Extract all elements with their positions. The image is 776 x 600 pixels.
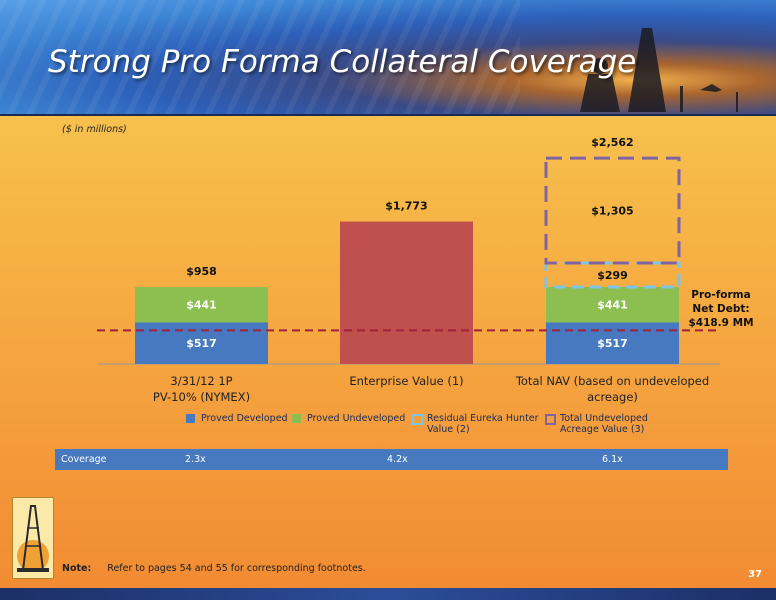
bar-enterprise-value bbox=[340, 221, 473, 364]
derrick-logo-icon bbox=[13, 498, 53, 578]
category-label: Enterprise Value (1) bbox=[332, 373, 482, 389]
legend-label-line: Acreage Value (3) bbox=[560, 424, 645, 435]
legend-swatch bbox=[545, 414, 556, 425]
total-label-enterprise-value: $1,773 bbox=[385, 200, 427, 213]
bar-proved-undeveloped bbox=[135, 287, 268, 323]
total-label-nav: $2,562 bbox=[591, 136, 633, 149]
net-debt-label: Pro-forma Net Debt: $418.9 MM bbox=[684, 288, 758, 330]
bottom-frame bbox=[0, 588, 776, 600]
coverage-label: Coverage bbox=[61, 454, 107, 465]
bar-residual-eureka-hunter bbox=[544, 261, 681, 289]
legend-label: Proved Undeveloped bbox=[307, 413, 405, 424]
net-debt-label-line: Net Debt: bbox=[692, 303, 750, 315]
bar-undeveloped-acreage bbox=[544, 156, 681, 265]
coverage-row: Coverage 2.3x 4.2x 6.1x bbox=[55, 449, 728, 470]
legend-label-line: Total Undeveloped bbox=[560, 413, 648, 424]
legend-label-line: Proved Developed bbox=[201, 413, 288, 424]
legend-swatch bbox=[186, 414, 195, 423]
category-label: Total NAV (based on undeveloped acreage) bbox=[513, 373, 713, 405]
category-label-line: Enterprise Value (1) bbox=[349, 374, 464, 388]
data-label-undeveloped-acreage: $1,305 bbox=[591, 205, 633, 218]
data-label-proved-undeveloped: $441 bbox=[597, 299, 628, 312]
category-label-line: PV-10% (NYMEX) bbox=[152, 390, 251, 404]
data-label-eureka-hunter: $299 bbox=[597, 269, 628, 282]
coverage-value-1p: 2.3x bbox=[185, 454, 206, 465]
chart-legend: Proved Developed Proved Undeveloped Residu… bbox=[0, 410, 776, 444]
page-title: Strong Pro Forma Collateral Coverage bbox=[48, 44, 637, 80]
header-banner: Strong Pro Forma Collateral Coverage bbox=[0, 0, 776, 116]
bar-proved-undeveloped bbox=[546, 287, 679, 323]
oil-derrick-silhouette-icon bbox=[580, 28, 738, 112]
coverage-value-nav: 6.1x bbox=[602, 454, 623, 465]
legend-label: Residual Eureka Hunter Value (2) bbox=[427, 413, 539, 435]
page-number: 37 bbox=[748, 569, 762, 580]
legend-label-line: Value (2) bbox=[427, 424, 470, 435]
data-label-proved-undeveloped: $441 bbox=[186, 299, 217, 312]
category-label-line: 3/31/12 1P bbox=[170, 374, 233, 388]
category-label-line: acreage) bbox=[587, 390, 638, 404]
header-decoration bbox=[0, 0, 520, 114]
total-label-pv10: $958 bbox=[186, 265, 217, 278]
collateral-coverage-chart: $517 $441 $517 $441 $1,773 $958 $299 $1,305 $2,5… bbox=[97, 136, 720, 365]
category-label: 3/31/12 1P PV-10% (NYMEX) bbox=[127, 373, 277, 405]
coverage-value-ev: 4.2x bbox=[387, 454, 408, 465]
legend-label-line: Proved Undeveloped bbox=[307, 413, 406, 424]
category-label-line: Total NAV (based on undeveloped bbox=[515, 374, 710, 388]
footnote: Note: Refer to pages 54 and 55 for corres… bbox=[62, 563, 366, 574]
legend-swatch bbox=[412, 414, 423, 425]
data-label-proved-developed: $517 bbox=[186, 337, 217, 350]
note-label: Note: bbox=[62, 563, 92, 574]
legend-label-line: Residual Eureka Hunter bbox=[427, 413, 539, 424]
legend-label: Total Undeveloped Acreage Value (3) bbox=[560, 413, 648, 435]
net-debt-label-line: $418.9 MM bbox=[688, 317, 754, 329]
units-label: ($ in millions) bbox=[62, 124, 127, 135]
legend-swatch bbox=[292, 414, 301, 423]
legend-label: Proved Developed bbox=[201, 413, 288, 424]
net-debt-label-line: Pro-forma bbox=[691, 289, 751, 301]
data-label-proved-developed: $517 bbox=[597, 337, 628, 350]
company-logo bbox=[12, 497, 54, 579]
note-text: Refer to pages 54 and 55 for correspondi… bbox=[107, 563, 366, 574]
